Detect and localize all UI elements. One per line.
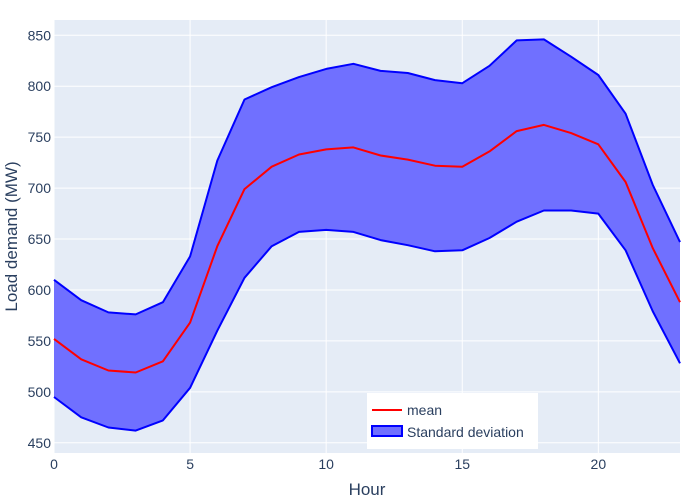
y-tick-label: 850	[28, 27, 52, 43]
x-tick-label: 10	[318, 456, 334, 472]
legend-swatch-std[interactable]	[371, 425, 403, 437]
y-tick-label: 450	[28, 435, 52, 451]
legend-label-mean[interactable]: mean	[407, 402, 442, 418]
y-tick-label: 700	[28, 180, 52, 196]
y-axis-title: Load demand (MW)	[2, 161, 21, 311]
legend-label-std[interactable]: Standard deviation	[407, 424, 524, 440]
y-tick-label: 500	[28, 384, 52, 400]
x-tick-label: 5	[186, 456, 194, 472]
axis-layer: Hour Load demand (MW) 0 5 10 15 20 450 500 550 6…	[2, 27, 606, 499]
series-layer	[53, 38, 681, 432]
x-tick-label: 20	[591, 456, 607, 472]
std-lower-line	[53, 209, 681, 432]
y-tick-label: 550	[28, 333, 52, 349]
y-tick-label: 600	[28, 282, 52, 298]
y-tick-label: 800	[28, 78, 52, 94]
x-tick-label: 0	[50, 456, 58, 472]
y-tick-label: 750	[28, 129, 52, 145]
y-tick-label: 650	[28, 231, 52, 247]
x-axis-title: Hour	[349, 480, 386, 499]
x-tick-label: 15	[454, 456, 470, 472]
legend[interactable]: mean Standard deviation	[367, 393, 538, 449]
mean-line	[53, 123, 681, 374]
std-upper-line	[53, 38, 681, 316]
legend-background	[367, 393, 538, 449]
